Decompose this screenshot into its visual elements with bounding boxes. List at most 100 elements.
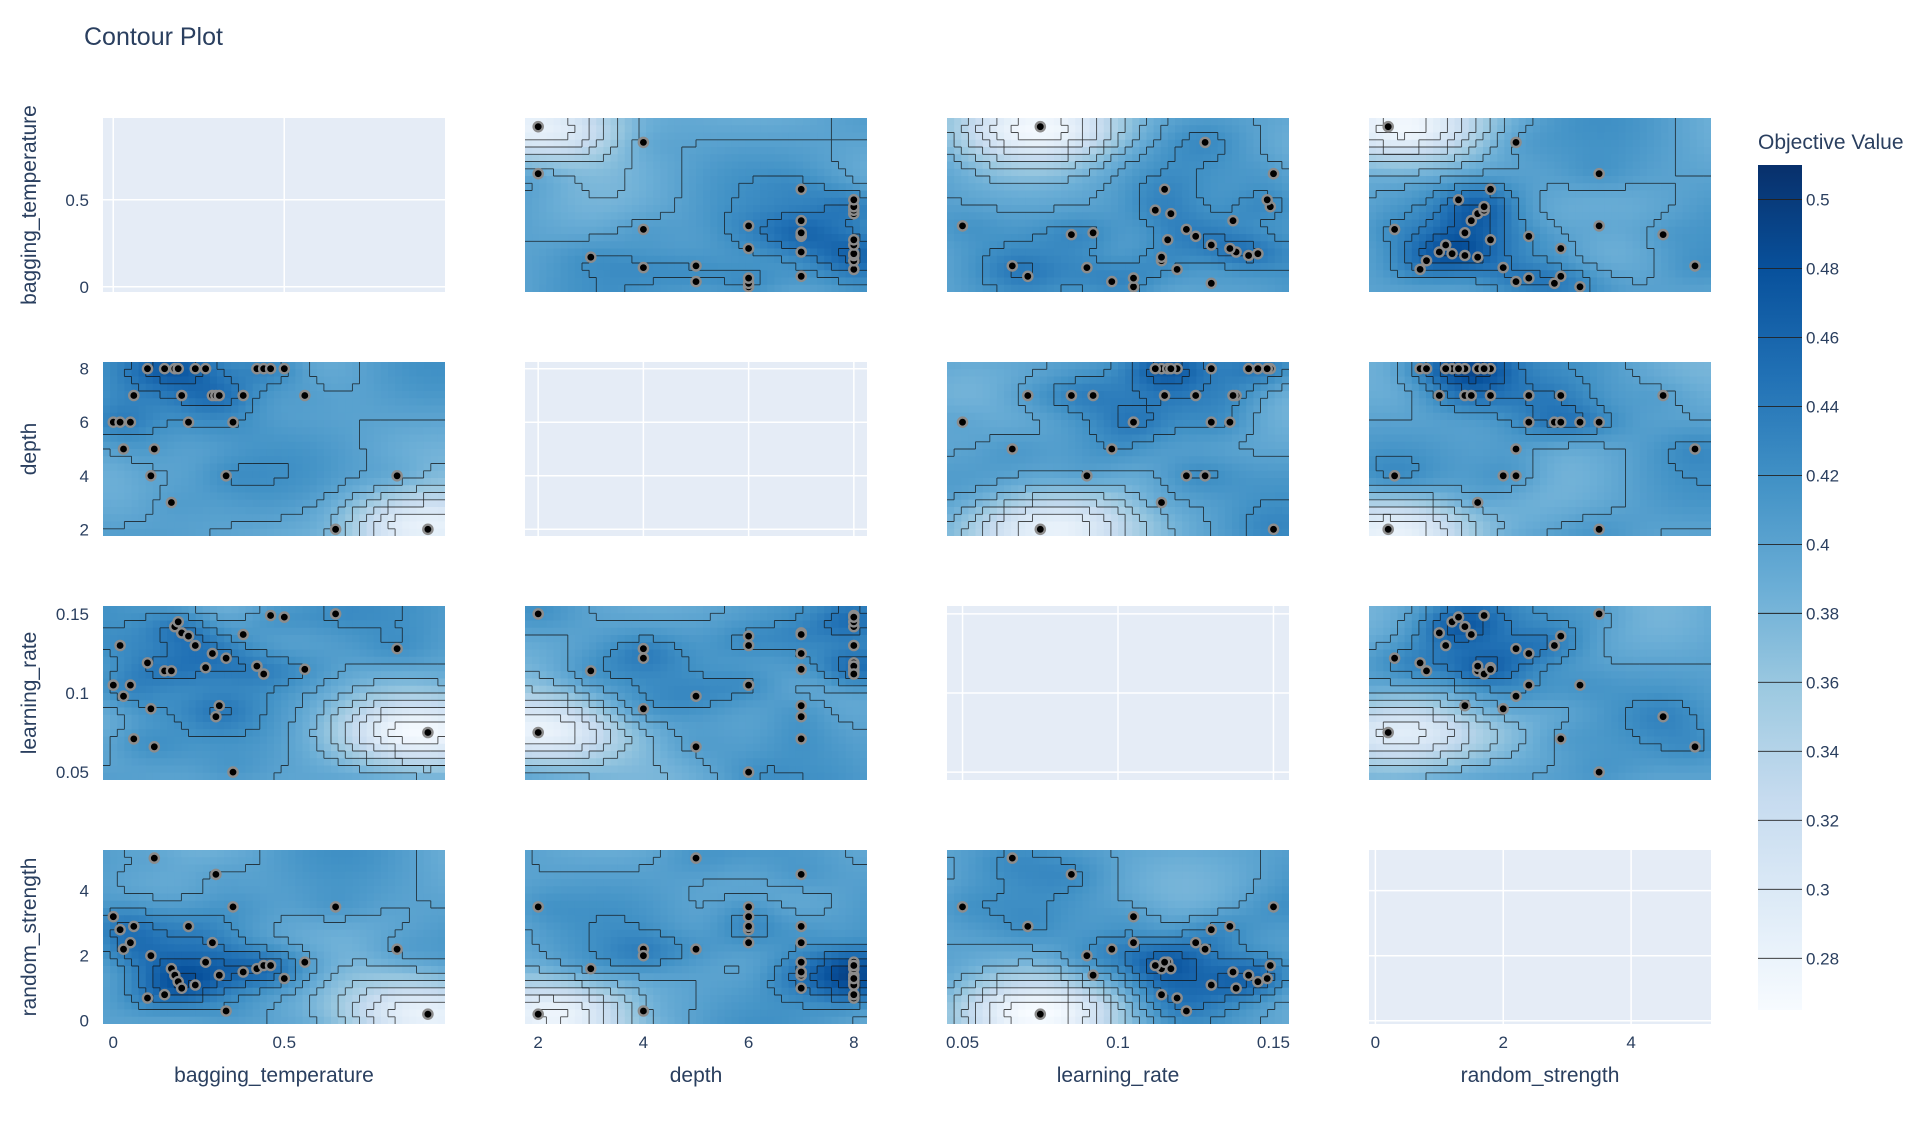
trial-point[interactable] (1129, 912, 1138, 921)
trial-point[interactable] (1524, 681, 1533, 690)
trial-point[interactable] (797, 649, 806, 658)
trial-point[interactable] (639, 644, 648, 653)
trial-point[interactable] (116, 641, 125, 650)
trial-point[interactable] (119, 945, 128, 954)
trial-point[interactable] (1207, 240, 1216, 249)
trial-point[interactable] (1422, 666, 1431, 675)
trial-point[interactable] (331, 902, 340, 911)
trial-point[interactable] (1435, 628, 1444, 637)
trial-point[interactable] (1263, 364, 1272, 373)
trial-point[interactable] (1480, 202, 1489, 211)
trial-point[interactable] (1659, 230, 1668, 239)
trial-point[interactable] (849, 641, 858, 650)
trial-point[interactable] (744, 641, 753, 650)
trial-point[interactable] (1129, 418, 1138, 427)
trial-point[interactable] (1244, 251, 1253, 260)
trial-point[interactable] (1207, 364, 1216, 373)
trial-point[interactable] (1690, 742, 1699, 751)
trial-point[interactable] (1207, 925, 1216, 934)
trial-point[interactable] (849, 990, 858, 999)
trial-point[interactable] (639, 1006, 648, 1015)
trial-point[interactable] (1107, 945, 1116, 954)
trial-point[interactable] (1008, 854, 1017, 863)
trial-point[interactable] (1163, 235, 1172, 244)
trial-point[interactable] (1166, 364, 1175, 373)
trial-point[interactable] (1416, 265, 1425, 274)
trial-point[interactable] (1467, 391, 1476, 400)
trial-point[interactable] (958, 221, 967, 230)
trial-point[interactable] (691, 277, 700, 286)
trial-point[interactable] (143, 658, 152, 667)
trial-point[interactable] (1524, 274, 1533, 283)
trial-point[interactable] (201, 663, 210, 672)
trial-point[interactable] (215, 391, 224, 400)
trial-point[interactable] (1441, 364, 1450, 373)
trial-point[interactable] (1524, 391, 1533, 400)
trial-point[interactable] (126, 418, 135, 427)
trial-point[interactable] (1460, 251, 1469, 260)
trial-point[interactable] (849, 669, 858, 678)
trial-point[interactable] (1228, 967, 1237, 976)
trial-point[interactable] (174, 364, 183, 373)
trial-point[interactable] (1151, 364, 1160, 373)
trial-point[interactable] (1253, 977, 1262, 986)
trial-point[interactable] (1390, 471, 1399, 480)
trial-point[interactable] (1067, 230, 1076, 239)
trial-point[interactable] (1207, 980, 1216, 989)
trial-point[interactable] (744, 938, 753, 947)
trial-point[interactable] (222, 654, 231, 663)
trial-point[interactable] (1480, 364, 1489, 373)
trial-point[interactable] (958, 902, 967, 911)
trial-point[interactable] (534, 169, 543, 178)
trial-point[interactable] (639, 138, 648, 147)
trial-point[interactable] (849, 613, 858, 622)
trial-point[interactable] (1556, 272, 1565, 281)
trial-point[interactable] (1129, 274, 1138, 283)
trial-point[interactable] (228, 902, 237, 911)
trial-point[interactable] (1023, 922, 1032, 931)
trial-point[interactable] (1160, 958, 1169, 967)
trial-point[interactable] (331, 609, 340, 618)
trial-point[interactable] (797, 734, 806, 743)
trial-point[interactable] (1595, 418, 1604, 427)
trial-point[interactable] (586, 253, 595, 262)
trial-point[interactable] (849, 961, 858, 970)
trial-point[interactable] (1228, 216, 1237, 225)
trial-point[interactable] (1454, 364, 1463, 373)
trial-point[interactable] (1263, 974, 1272, 983)
trial-point[interactable] (849, 974, 858, 983)
trial-point[interactable] (1486, 235, 1495, 244)
trial-point[interactable] (691, 854, 700, 863)
trial-point[interactable] (1225, 244, 1234, 253)
trial-point[interactable] (1207, 279, 1216, 288)
trial-point[interactable] (423, 525, 432, 534)
trial-point[interactable] (1384, 525, 1393, 534)
trial-point[interactable] (239, 967, 248, 976)
trial-point[interactable] (160, 364, 169, 373)
trial-point[interactable] (1480, 611, 1489, 620)
trial-point[interactable] (1595, 525, 1604, 534)
trial-point[interactable] (797, 938, 806, 947)
trial-point[interactable] (1499, 704, 1508, 713)
trial-point[interactable] (534, 728, 543, 737)
trial-point[interactable] (1201, 945, 1210, 954)
trial-point[interactable] (691, 945, 700, 954)
trial-point[interactable] (167, 498, 176, 507)
trial-point[interactable] (215, 971, 224, 980)
trial-point[interactable] (280, 364, 289, 373)
trial-point[interactable] (222, 471, 231, 480)
trial-point[interactable] (201, 364, 210, 373)
trial-point[interactable] (639, 951, 648, 960)
trial-point[interactable] (129, 391, 138, 400)
trial-point[interactable] (252, 662, 261, 671)
trial-point[interactable] (1228, 391, 1237, 400)
trial-point[interactable] (744, 221, 753, 230)
trial-point[interactable] (1524, 649, 1533, 658)
trial-point[interactable] (1511, 444, 1520, 453)
trial-point[interactable] (1595, 221, 1604, 230)
trial-point[interactable] (1191, 232, 1200, 241)
trial-point[interactable] (586, 964, 595, 973)
trial-point[interactable] (211, 870, 220, 879)
trial-point[interactable] (1511, 692, 1520, 701)
trial-point[interactable] (1575, 282, 1584, 291)
